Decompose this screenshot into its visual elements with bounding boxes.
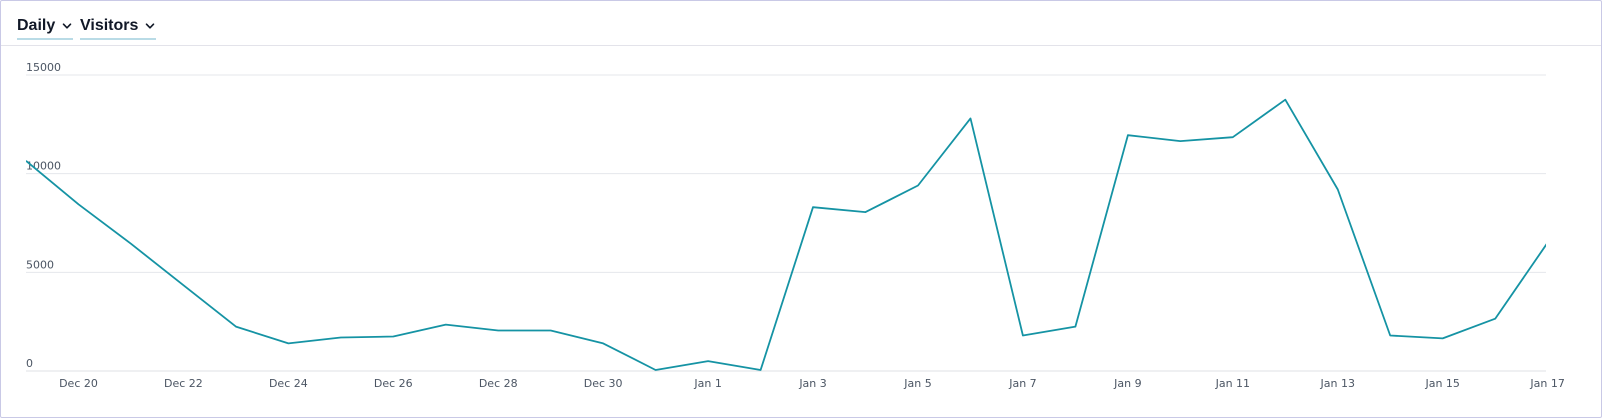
data-point[interactable] [128,241,134,247]
y-tick-label: 0 [26,357,33,370]
x-tick-label: Dec 22 [164,377,203,390]
data-point[interactable] [233,324,239,330]
chevron-down-icon [146,23,155,29]
x-axis-ticks: Dec 20 Dec 22 Dec 24 Dec 26 Dec 28 Dec 30 Jan … [59,377,1565,390]
data-point[interactable] [180,282,186,288]
data-point[interactable] [1282,97,1288,103]
x-tick-label: Dec 26 [374,377,413,390]
metric-dropdown[interactable]: Visitors [80,15,157,40]
data-point[interactable] [810,204,816,210]
x-tick-label: Jan 7 [1008,377,1036,390]
data-point[interactable] [443,322,449,328]
data-point[interactable] [758,367,764,373]
x-tick-label: Jan 9 [1113,377,1141,390]
data-point[interactable] [915,183,921,189]
data-point[interactable] [600,340,606,346]
x-tick-label: Jan 3 [798,377,826,390]
y-tick-label: 5000 [26,258,54,271]
data-point[interactable] [390,333,396,339]
chart-grid [26,74,1546,372]
x-tick-label: Dec 28 [479,377,518,390]
x-tick-label: Dec 24 [269,377,308,390]
data-point[interactable] [705,358,711,364]
data-point[interactable] [285,340,291,346]
chevron-down-icon [62,23,72,29]
data-point[interactable] [1492,316,1498,322]
data-point[interactable] [1072,324,1078,330]
data-point[interactable] [1230,134,1236,140]
data-point[interactable] [967,115,973,121]
chart-series [23,97,1546,373]
x-tick-label: Jan 1 [693,377,721,390]
x-tick-label: Jan 15 [1424,377,1459,390]
data-point[interactable] [23,158,29,164]
data-point[interactable] [653,367,659,373]
data-point[interactable] [1125,132,1131,138]
x-tick-label: Jan 13 [1320,377,1355,390]
x-tick-label: Jan 5 [903,377,931,390]
data-point[interactable] [863,209,869,215]
period-dropdown-label: Daily [17,17,56,34]
data-point[interactable] [1335,186,1341,192]
chart-toolbar: Daily Visitors [1,1,1601,46]
x-tick-label: Dec 20 [59,377,98,390]
data-point[interactable] [495,328,501,334]
data-point[interactable] [1440,335,1446,341]
x-tick-label: Jan 17 [1529,377,1564,390]
y-tick-label: 15000 [26,61,61,74]
y-axis-ticks: 15000 10000 5000 0 [26,61,61,370]
data-point[interactable] [1020,332,1026,338]
metric-dropdown-label: Visitors [80,17,139,34]
series-line [26,98,1546,371]
x-tick-label: Dec 30 [584,377,623,390]
data-point[interactable] [75,201,81,207]
x-tick-label: Jan 11 [1215,377,1250,390]
data-point[interactable] [1177,138,1183,144]
line-chart: 15000 10000 5000 0 Dec 20 Dec 22 Dec 24 Dec 26… [23,61,1565,390]
y-tick-label: 10000 [26,160,61,173]
period-dropdown[interactable]: Daily [17,15,74,40]
data-point[interactable] [1387,332,1393,338]
data-point[interactable] [548,328,554,334]
data-point[interactable] [338,334,344,340]
